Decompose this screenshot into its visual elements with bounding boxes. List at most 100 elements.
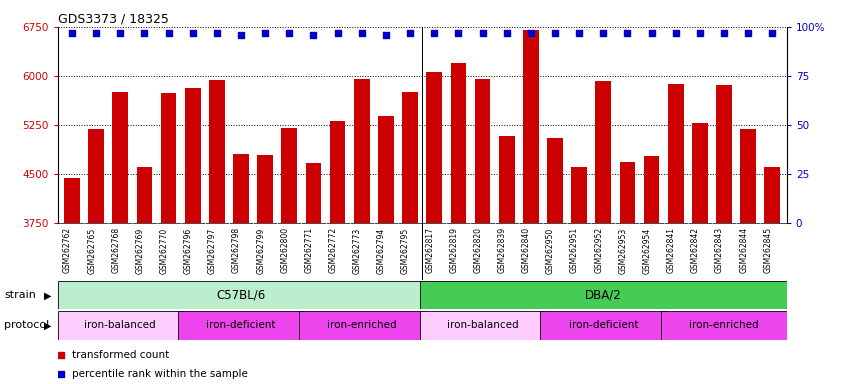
Point bbox=[307, 31, 321, 38]
Bar bbox=[179, 311, 304, 340]
Text: iron-enriched: iron-enriched bbox=[327, 320, 397, 331]
Point bbox=[355, 30, 369, 36]
Text: percentile rank within the sample: percentile rank within the sample bbox=[72, 369, 248, 379]
Bar bbox=[378, 116, 393, 223]
Text: GSM262840: GSM262840 bbox=[522, 227, 530, 273]
Text: GSM262796: GSM262796 bbox=[184, 227, 193, 273]
Text: GSM262798: GSM262798 bbox=[232, 227, 241, 273]
Text: protocol: protocol bbox=[4, 320, 49, 331]
Text: ▶: ▶ bbox=[44, 290, 52, 300]
Text: GSM262762: GSM262762 bbox=[63, 227, 72, 273]
Point bbox=[573, 30, 586, 36]
Point bbox=[717, 30, 731, 36]
Text: GSM262842: GSM262842 bbox=[691, 227, 700, 273]
Text: GSM262773: GSM262773 bbox=[353, 227, 362, 273]
Point bbox=[621, 30, 634, 36]
Bar bbox=[354, 79, 370, 223]
Point bbox=[645, 30, 658, 36]
Point bbox=[741, 30, 755, 36]
Text: iron-balanced: iron-balanced bbox=[85, 320, 157, 331]
Bar bbox=[523, 30, 539, 223]
Point bbox=[379, 31, 393, 38]
Point bbox=[65, 30, 79, 36]
Bar bbox=[547, 138, 563, 223]
Text: GSM262770: GSM262770 bbox=[160, 227, 168, 273]
Point bbox=[596, 30, 610, 36]
Text: GSM262768: GSM262768 bbox=[112, 227, 120, 273]
Point bbox=[283, 30, 296, 36]
Text: GSM262799: GSM262799 bbox=[256, 227, 265, 273]
Text: GSM262771: GSM262771 bbox=[305, 227, 314, 273]
Text: iron-deficient: iron-deficient bbox=[206, 320, 276, 331]
Text: GSM262845: GSM262845 bbox=[763, 227, 772, 273]
Text: GSM262950: GSM262950 bbox=[546, 227, 555, 273]
Bar bbox=[88, 129, 104, 223]
Text: GSM262953: GSM262953 bbox=[618, 227, 628, 273]
Point bbox=[210, 30, 223, 36]
Point bbox=[234, 31, 248, 38]
Bar bbox=[161, 93, 177, 223]
Text: GSM262765: GSM262765 bbox=[87, 227, 96, 273]
Point bbox=[524, 30, 537, 36]
Point bbox=[766, 30, 779, 36]
Text: GSM262843: GSM262843 bbox=[715, 227, 724, 273]
Bar bbox=[541, 311, 666, 340]
Point bbox=[113, 30, 127, 36]
Text: GSM262820: GSM262820 bbox=[474, 227, 482, 273]
Bar bbox=[571, 167, 587, 223]
Point bbox=[162, 30, 175, 36]
Bar bbox=[58, 281, 425, 309]
Text: ▶: ▶ bbox=[44, 320, 52, 331]
Bar bbox=[499, 136, 514, 223]
Bar bbox=[136, 167, 152, 223]
Bar bbox=[717, 85, 732, 223]
Bar bbox=[402, 92, 418, 223]
Point bbox=[138, 30, 151, 36]
Text: GSM262819: GSM262819 bbox=[449, 227, 459, 273]
Bar bbox=[420, 281, 787, 309]
Point bbox=[452, 30, 465, 36]
Text: GSM262769: GSM262769 bbox=[135, 227, 145, 273]
Bar bbox=[662, 311, 787, 340]
Point bbox=[258, 30, 272, 36]
Point bbox=[90, 30, 103, 36]
Bar bbox=[765, 167, 780, 223]
Bar bbox=[740, 129, 756, 223]
Text: GSM262841: GSM262841 bbox=[667, 227, 676, 273]
Text: GDS3373 / 18325: GDS3373 / 18325 bbox=[58, 13, 168, 26]
Text: iron-enriched: iron-enriched bbox=[689, 320, 759, 331]
Bar bbox=[667, 84, 684, 223]
Point bbox=[500, 30, 514, 36]
Bar bbox=[305, 163, 321, 223]
Bar bbox=[330, 121, 345, 223]
Bar bbox=[58, 311, 183, 340]
Text: iron-balanced: iron-balanced bbox=[447, 320, 519, 331]
Text: GSM262839: GSM262839 bbox=[497, 227, 507, 273]
Bar bbox=[596, 81, 611, 223]
Point bbox=[548, 30, 562, 36]
Bar bbox=[644, 156, 659, 223]
Point bbox=[186, 30, 200, 36]
Bar bbox=[692, 124, 708, 223]
Bar bbox=[299, 311, 425, 340]
Bar bbox=[475, 79, 491, 223]
Text: GSM262772: GSM262772 bbox=[328, 227, 338, 273]
Text: iron-deficient: iron-deficient bbox=[569, 320, 638, 331]
Text: GSM262800: GSM262800 bbox=[280, 227, 289, 273]
Bar bbox=[619, 162, 635, 223]
Bar bbox=[233, 154, 249, 223]
Point bbox=[404, 30, 417, 36]
Text: GSM262954: GSM262954 bbox=[643, 227, 651, 273]
Bar bbox=[113, 91, 128, 223]
Point bbox=[427, 30, 441, 36]
Text: GSM262817: GSM262817 bbox=[426, 227, 434, 273]
Bar bbox=[282, 128, 297, 223]
Text: GSM262795: GSM262795 bbox=[401, 227, 410, 273]
Text: C57BL/6: C57BL/6 bbox=[217, 289, 266, 302]
Text: GSM262797: GSM262797 bbox=[208, 227, 217, 273]
Point bbox=[669, 30, 683, 36]
Text: GSM262951: GSM262951 bbox=[570, 227, 580, 273]
Text: GSM262844: GSM262844 bbox=[739, 227, 748, 273]
Bar bbox=[64, 178, 80, 223]
Text: strain: strain bbox=[4, 290, 36, 300]
